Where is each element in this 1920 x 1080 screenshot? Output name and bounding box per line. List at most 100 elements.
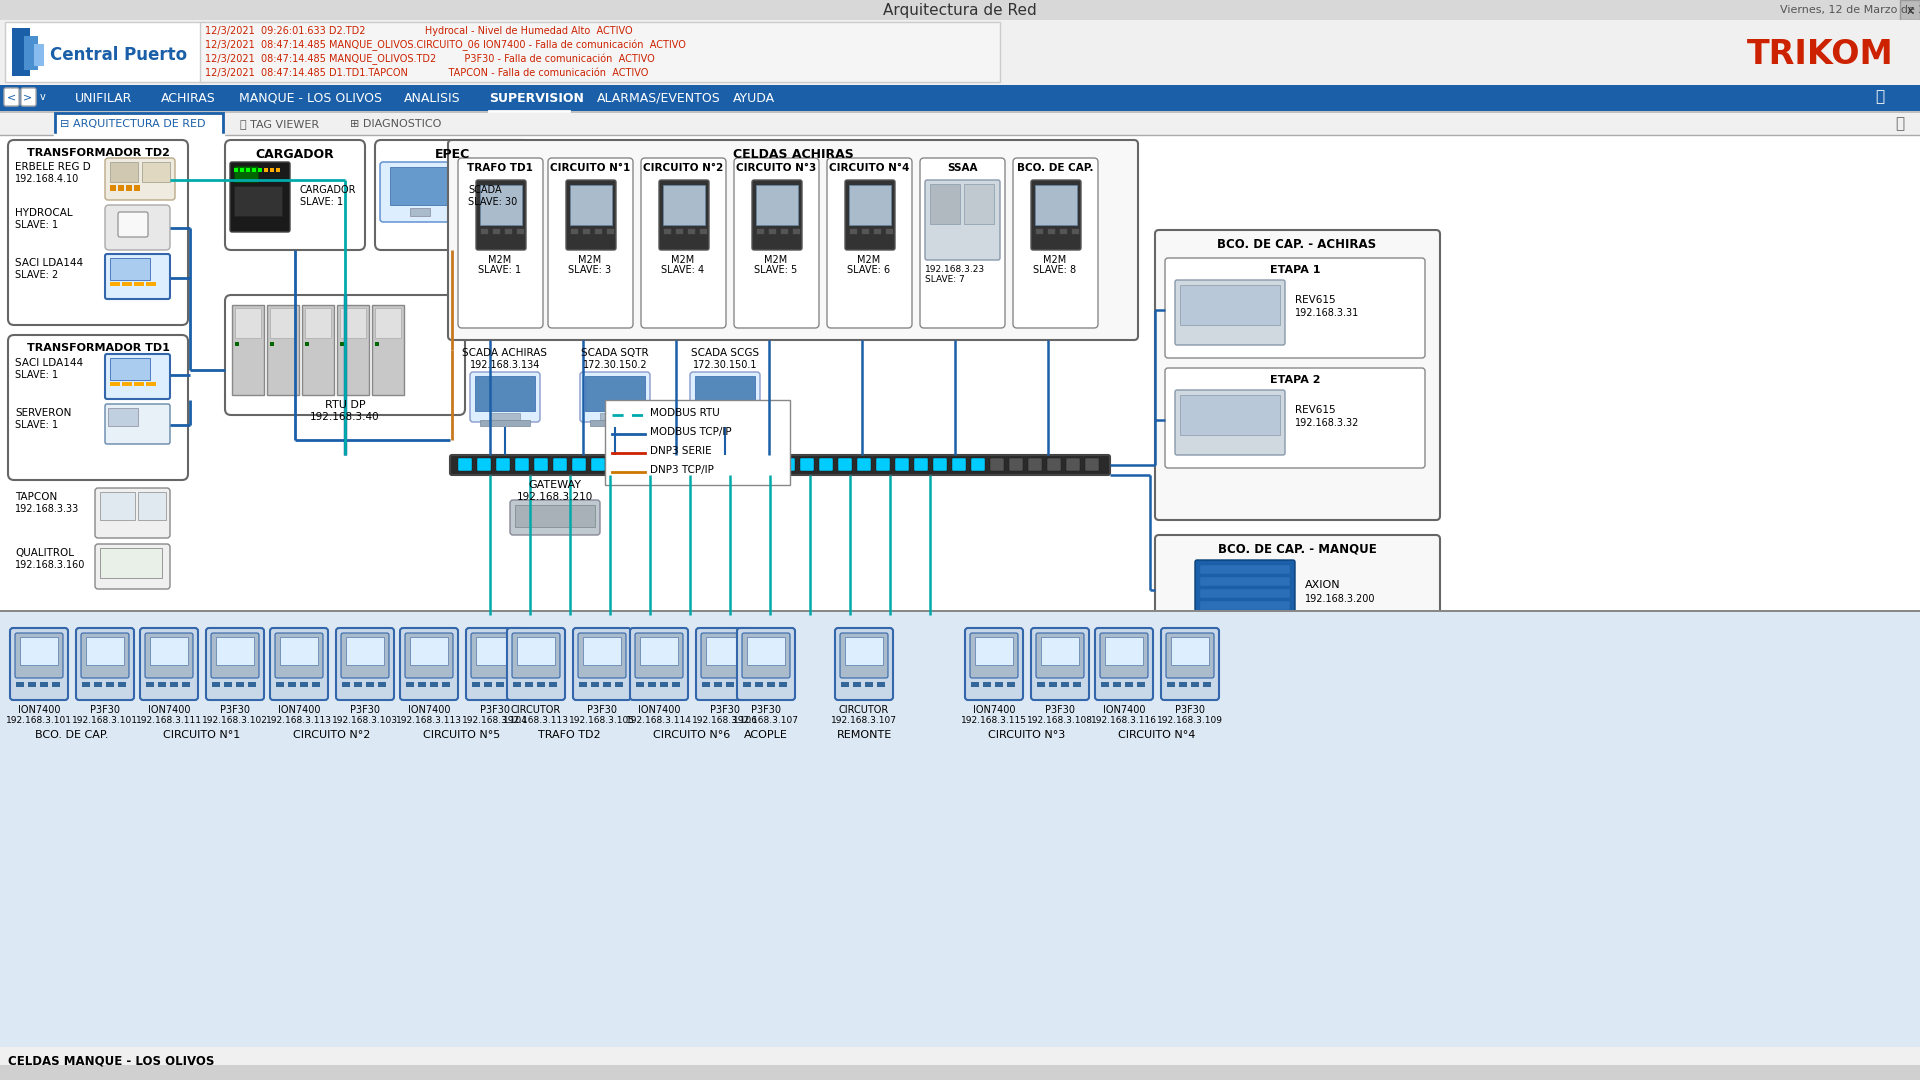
Bar (340, 308, 367, 338)
FancyBboxPatch shape (737, 627, 795, 700)
FancyBboxPatch shape (8, 335, 188, 480)
FancyBboxPatch shape (106, 354, 171, 399)
FancyBboxPatch shape (1194, 561, 1294, 650)
FancyBboxPatch shape (1156, 230, 1440, 519)
Text: P3F30: P3F30 (349, 705, 380, 715)
FancyBboxPatch shape (733, 158, 820, 328)
Bar (100, 492, 134, 519)
Text: 192.168.3.116: 192.168.3.116 (1091, 716, 1158, 725)
Bar (1181, 395, 1281, 435)
FancyBboxPatch shape (828, 158, 912, 328)
Bar (0, 21, 1920, 85)
Bar (614, 681, 622, 687)
Text: TRAFO TD1: TRAFO TD1 (467, 163, 534, 173)
Text: 12/3/2021  08:47:14.485 MANQUE_OLIVOS.TD2         P3F30 - Falla de comunicación : 12/3/2021 08:47:14.485 MANQUE_OLIVOS.TD2… (205, 54, 655, 66)
Text: RTU DP: RTU DP (324, 400, 365, 410)
Bar (301, 305, 334, 395)
Bar (19, 637, 58, 665)
Bar (0, 85, 1920, 111)
Bar (288, 681, 296, 687)
Bar (780, 681, 787, 687)
Bar (791, 228, 801, 234)
Bar (56, 113, 223, 135)
Text: M2M: M2M (1043, 255, 1068, 265)
Bar (234, 308, 261, 338)
Bar (1200, 565, 1290, 573)
Bar (23, 36, 38, 70)
Bar (390, 167, 449, 205)
Bar (338, 305, 369, 395)
Bar (580, 681, 588, 687)
FancyBboxPatch shape (94, 488, 171, 538)
Bar (743, 681, 751, 687)
Text: SLAVE: 4: SLAVE: 4 (660, 265, 705, 275)
Text: BCO. DE CAP.: BCO. DE CAP. (35, 730, 109, 740)
Text: CIRCUITO N°1: CIRCUITO N°1 (549, 163, 630, 173)
Bar (442, 681, 449, 687)
Text: P3F30: P3F30 (1175, 705, 1206, 715)
Text: 192.168.3.134: 192.168.3.134 (470, 360, 540, 370)
Text: CIRCUITO N°4: CIRCUITO N°4 (829, 163, 910, 173)
Text: 192.168.3.113: 192.168.3.113 (267, 716, 332, 725)
Text: 192.168.3.113: 192.168.3.113 (503, 716, 568, 725)
Text: SLAVE: 1: SLAVE: 1 (478, 265, 522, 275)
Text: Viernes, 12 de Marzo de 2021  10:13:31: Viernes, 12 de Marzo de 2021 10:13:31 (1780, 5, 1920, 15)
Bar (515, 505, 595, 527)
Text: ION7400: ION7400 (637, 705, 680, 715)
Bar (1200, 625, 1290, 634)
Text: P3F30: P3F30 (710, 705, 739, 715)
Bar (109, 382, 119, 386)
Bar (311, 681, 321, 687)
Text: MODBUS RTU: MODBUS RTU (651, 408, 720, 418)
Text: SLAVE: 1: SLAVE: 1 (300, 197, 344, 207)
Bar (150, 637, 188, 665)
FancyBboxPatch shape (1037, 633, 1085, 678)
Text: SCADA: SCADA (468, 185, 501, 195)
Text: ION7400: ION7400 (278, 705, 321, 715)
FancyBboxPatch shape (966, 627, 1023, 700)
Bar (701, 420, 751, 426)
Bar (134, 185, 140, 191)
Bar (127, 185, 132, 191)
FancyBboxPatch shape (876, 458, 891, 471)
Bar (146, 382, 156, 386)
FancyBboxPatch shape (495, 458, 511, 471)
Text: BCO. DE CAP.: BCO. DE CAP. (1018, 163, 1092, 173)
FancyBboxPatch shape (801, 458, 814, 471)
Bar (108, 408, 138, 426)
Text: MANQUE - LOS OLIVOS: MANQUE - LOS OLIVOS (238, 92, 382, 105)
Bar (106, 681, 113, 687)
FancyBboxPatch shape (841, 633, 887, 678)
FancyBboxPatch shape (106, 254, 171, 299)
Text: SLAVE: 2: SLAVE: 2 (15, 270, 58, 280)
FancyBboxPatch shape (1031, 180, 1081, 249)
Bar (117, 185, 125, 191)
FancyBboxPatch shape (572, 458, 586, 471)
Bar (603, 681, 611, 687)
Text: v: v (40, 92, 46, 102)
Bar (1041, 637, 1079, 665)
Bar (265, 168, 269, 172)
Text: 192.168.3.210: 192.168.3.210 (516, 492, 593, 502)
Bar (492, 228, 499, 234)
Bar (134, 282, 144, 286)
Bar (340, 342, 344, 346)
Text: ERBELE REG D: ERBELE REG D (15, 162, 90, 172)
FancyBboxPatch shape (1156, 535, 1440, 665)
Bar (240, 168, 244, 172)
Text: SLAVE: 30: SLAVE: 30 (468, 197, 516, 207)
FancyBboxPatch shape (399, 627, 459, 700)
Text: CIRCUITO N°3: CIRCUITO N°3 (989, 730, 1066, 740)
Bar (480, 185, 522, 225)
Bar (1035, 228, 1043, 234)
Bar (755, 681, 762, 687)
Text: AYUDA: AYUDA (733, 92, 776, 105)
Bar (138, 492, 165, 519)
Bar (367, 681, 374, 687)
Text: 192.168.3.23: 192.168.3.23 (925, 265, 985, 274)
FancyBboxPatch shape (470, 633, 518, 678)
Text: SCADA SCGS: SCADA SCGS (691, 348, 758, 357)
FancyBboxPatch shape (685, 458, 701, 471)
Bar (1106, 637, 1142, 665)
Text: TAPCON: TAPCON (15, 492, 58, 502)
